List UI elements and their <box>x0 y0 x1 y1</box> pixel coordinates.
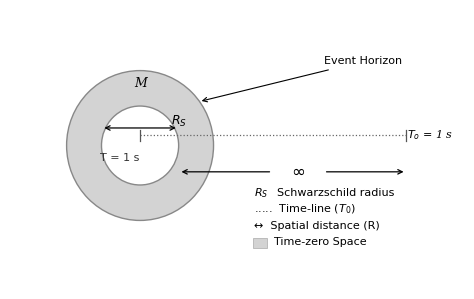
Text: $R_S$: $R_S$ <box>171 114 187 129</box>
FancyBboxPatch shape <box>253 238 267 248</box>
Ellipse shape <box>101 106 179 185</box>
Text: Time-zero Space: Time-zero Space <box>274 237 367 247</box>
Text: ↔  Spatial distance (R): ↔ Spatial distance (R) <box>254 221 380 231</box>
Text: .....  Time-line ($T_0$): ..... Time-line ($T_0$) <box>254 203 356 216</box>
Text: T = 1 s: T = 1 s <box>100 153 139 163</box>
Text: $T_o$ = 1 s: $T_o$ = 1 s <box>408 128 454 142</box>
Text: Event Horizon: Event Horizon <box>203 57 402 102</box>
Text: Schwarzschild radius: Schwarzschild radius <box>271 188 395 198</box>
Ellipse shape <box>66 71 213 220</box>
Text: ∞: ∞ <box>291 163 305 181</box>
Text: M: M <box>134 77 146 90</box>
Text: $R_S$: $R_S$ <box>254 186 268 200</box>
